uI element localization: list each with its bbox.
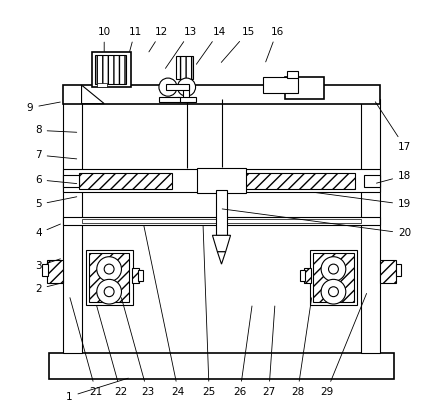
Circle shape xyxy=(97,279,121,304)
Text: 29: 29 xyxy=(320,294,366,397)
Text: 9: 9 xyxy=(27,102,60,113)
Bar xyxy=(361,100,380,353)
Text: 3: 3 xyxy=(35,259,60,271)
Text: 15: 15 xyxy=(221,26,255,62)
Bar xyxy=(288,71,298,78)
Bar xyxy=(197,168,246,193)
Text: 22: 22 xyxy=(97,306,127,397)
Text: 17: 17 xyxy=(375,102,411,152)
Text: 24: 24 xyxy=(144,225,185,397)
Bar xyxy=(49,353,394,380)
Circle shape xyxy=(321,279,346,304)
Text: 28: 28 xyxy=(291,298,311,397)
Bar xyxy=(63,217,380,225)
Text: 26: 26 xyxy=(233,306,252,397)
Bar xyxy=(380,260,396,282)
Text: 13: 13 xyxy=(165,26,197,69)
Bar xyxy=(63,175,79,187)
Text: 10: 10 xyxy=(97,26,111,52)
Polygon shape xyxy=(82,85,104,104)
Circle shape xyxy=(178,78,195,96)
Text: 8: 8 xyxy=(35,126,77,135)
Text: 1: 1 xyxy=(66,378,128,402)
Text: 6: 6 xyxy=(35,175,77,185)
Text: 2: 2 xyxy=(35,283,60,294)
Circle shape xyxy=(104,287,114,297)
Text: 11: 11 xyxy=(128,26,142,52)
Bar xyxy=(82,219,361,223)
Bar xyxy=(263,77,298,93)
Bar xyxy=(313,253,354,302)
Bar xyxy=(132,268,139,282)
Text: 21: 21 xyxy=(70,298,103,397)
Bar xyxy=(300,270,305,281)
Text: 20: 20 xyxy=(222,209,411,238)
Circle shape xyxy=(104,264,114,274)
Bar xyxy=(285,77,324,100)
Circle shape xyxy=(97,257,121,281)
Circle shape xyxy=(329,264,338,274)
Bar xyxy=(166,84,189,90)
Bar xyxy=(238,173,355,189)
Text: 14: 14 xyxy=(196,26,226,64)
Bar xyxy=(138,270,143,281)
Bar xyxy=(92,52,131,87)
Bar xyxy=(79,173,172,189)
Bar xyxy=(364,175,380,187)
Text: 27: 27 xyxy=(262,306,276,397)
Bar xyxy=(176,56,193,79)
Bar xyxy=(85,250,133,305)
Text: 19: 19 xyxy=(315,192,411,209)
Bar xyxy=(396,264,401,276)
Bar xyxy=(95,55,126,84)
Bar xyxy=(63,100,82,353)
Bar xyxy=(304,268,311,282)
Text: 16: 16 xyxy=(266,26,284,62)
Bar xyxy=(97,83,108,87)
Bar xyxy=(47,260,63,282)
Circle shape xyxy=(329,287,338,297)
Text: 18: 18 xyxy=(377,171,411,183)
Bar xyxy=(63,169,380,192)
Text: 5: 5 xyxy=(35,197,77,209)
Circle shape xyxy=(159,78,177,96)
Bar xyxy=(183,85,190,102)
Bar xyxy=(177,97,195,102)
Bar xyxy=(216,190,227,235)
Polygon shape xyxy=(218,252,225,264)
Bar xyxy=(43,264,48,276)
Bar xyxy=(310,250,358,305)
Polygon shape xyxy=(213,235,230,252)
Bar xyxy=(159,97,179,102)
Bar xyxy=(89,253,129,302)
Text: 7: 7 xyxy=(35,150,77,160)
Text: 25: 25 xyxy=(202,226,216,397)
Circle shape xyxy=(321,257,346,281)
Text: 4: 4 xyxy=(35,224,60,238)
Bar xyxy=(63,85,380,104)
Text: 23: 23 xyxy=(121,298,154,397)
Text: 12: 12 xyxy=(149,26,168,52)
